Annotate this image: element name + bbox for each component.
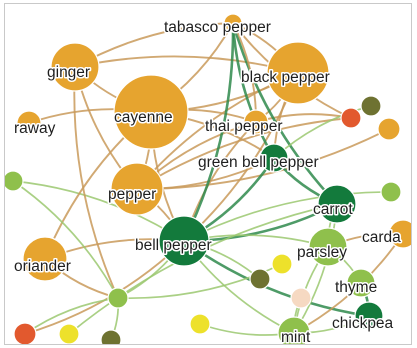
node-cayenne[interactable]	[113, 74, 189, 150]
edge-pepper-to-unlabeled-orange-1	[136, 128, 390, 190]
node-unlabeled-peach[interactable]	[290, 287, 312, 309]
node-bell-pepper[interactable]	[158, 215, 210, 267]
node-label-tabasco-pepper: tabasco pepper	[164, 19, 271, 36]
node-unlabeled-yellow-3[interactable]	[189, 313, 211, 335]
node-label-green-bell-pepper: green bell pepper	[198, 154, 319, 171]
node-chickpea[interactable]	[354, 301, 384, 331]
node-label-mint: mint	[281, 329, 311, 344]
node-green-bell-pepper[interactable]	[259, 143, 289, 173]
node-pepper[interactable]	[110, 162, 164, 216]
edge-bell-pepper-to-unlabeled-lightgreen-1	[183, 191, 392, 242]
edge-ginger-to-unlabeled-lightgreen-2	[73, 66, 119, 299]
ingredient-network-graph[interactable]: tabasco pepper ginger black pepper raway cay…	[5, 4, 411, 344]
edge-tabasco-pepper-to-green-bell-pepper	[231, 22, 276, 159]
node-label-thyme: thyme	[335, 279, 377, 296]
node-label-chickpea: chickpea	[332, 315, 394, 332]
node-label-cayenne: cayenne	[114, 109, 173, 126]
node-label-black-pepper: black pepper	[241, 69, 330, 86]
edge-tabasco-pepper-to-carrot	[231, 22, 338, 205]
network-graph-viewport[interactable]: tabasco pepper ginger black pepper raway cay…	[4, 3, 412, 345]
node-parsley[interactable]	[308, 227, 348, 267]
node-unlabeled-yellow-2[interactable]	[58, 323, 80, 344]
node-label-bell-pepper: bell pepper	[135, 237, 212, 254]
node-label-parsley: parsley	[297, 244, 347, 261]
node-unlabeled-red-2[interactable]	[13, 322, 37, 344]
node-layer	[5, 13, 411, 344]
edge-tabasco-pepper-to-bell-pepper	[182, 22, 235, 242]
node-label-caraway: raway	[14, 120, 56, 137]
edge-unlabeled-green-left-to-unlabeled-lightgreen-2	[12, 180, 119, 299]
node-cardamom[interactable]	[388, 219, 411, 249]
node-coriander[interactable]	[22, 236, 68, 282]
node-black-pepper[interactable]	[266, 41, 330, 105]
node-unlabeled-yellow-1[interactable]	[271, 253, 293, 275]
node-label-carrot: carrot	[313, 201, 353, 218]
node-unlabeled-olive-3[interactable]	[100, 329, 122, 344]
node-label-cardamom: carda	[362, 229, 401, 246]
node-mint[interactable]	[277, 316, 311, 344]
node-unlabeled-green-left[interactable]	[5, 170, 24, 192]
node-unlabeled-olive-2[interactable]	[249, 268, 271, 290]
node-unlabeled-olive-1[interactable]	[360, 95, 382, 117]
node-caraway[interactable]	[16, 110, 42, 136]
node-tabasco-pepper[interactable]	[223, 13, 243, 33]
node-ginger[interactable]	[50, 42, 100, 92]
node-label-ginger: ginger	[47, 64, 90, 81]
node-label-thai-pepper: thai pepper	[205, 118, 283, 135]
node-label-pepper: pepper	[108, 186, 156, 203]
node-label-coriander: oriander	[14, 258, 71, 275]
node-unlabeled-lightgreen-2[interactable]	[107, 287, 129, 309]
label-layer: tabasco pepper ginger black pepper raway cay…	[13, 18, 403, 345]
node-thai-pepper[interactable]	[243, 109, 269, 135]
node-unlabeled-lightgreen-1[interactable]	[380, 181, 402, 203]
node-thyme[interactable]	[346, 268, 376, 298]
node-unlabeled-red-1[interactable]	[340, 107, 362, 129]
node-unlabeled-orange-1[interactable]	[377, 117, 401, 141]
node-carrot[interactable]	[317, 184, 357, 224]
